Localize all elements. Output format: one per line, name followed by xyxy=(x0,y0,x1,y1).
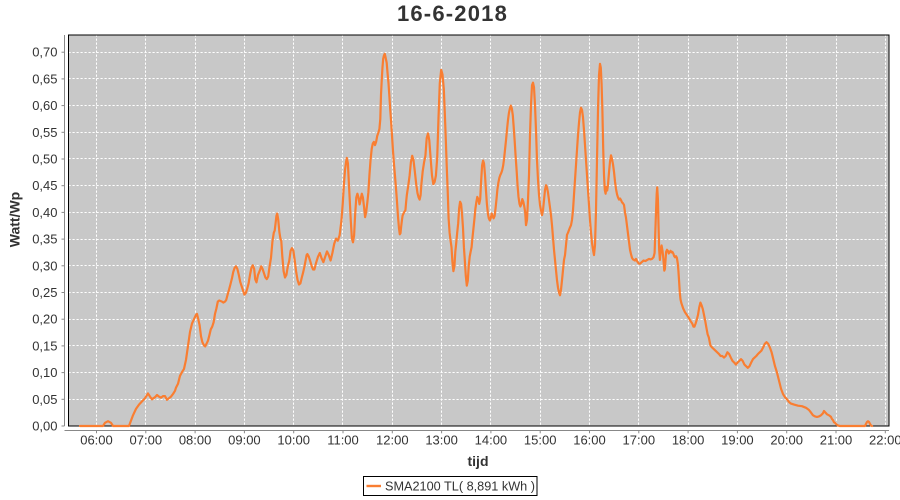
svg-text:0,30: 0,30 xyxy=(32,258,57,273)
svg-text:11:00: 11:00 xyxy=(327,433,359,448)
svg-text:22:00: 22:00 xyxy=(869,433,900,448)
svg-text:18:00: 18:00 xyxy=(672,433,705,448)
svg-text:0,45: 0,45 xyxy=(32,178,57,193)
svg-text:0,50: 0,50 xyxy=(32,152,57,167)
svg-text:08:00: 08:00 xyxy=(179,433,212,448)
svg-text:19:00: 19:00 xyxy=(721,433,754,448)
svg-text:0,00: 0,00 xyxy=(32,419,57,434)
svg-text:16:00: 16:00 xyxy=(573,433,606,448)
svg-text:SMA2100 TL( 8,891 kWh ): SMA2100 TL( 8,891 kWh ) xyxy=(385,480,535,494)
svg-text:13:00: 13:00 xyxy=(425,433,458,448)
svg-text:0,55: 0,55 xyxy=(32,125,57,140)
svg-text:tijd: tijd xyxy=(468,453,489,469)
svg-text:0,35: 0,35 xyxy=(32,232,57,247)
svg-text:21:00: 21:00 xyxy=(820,433,853,448)
svg-text:16-6-2018: 16-6-2018 xyxy=(397,1,508,26)
svg-text:15:00: 15:00 xyxy=(524,433,557,448)
svg-text:07:00: 07:00 xyxy=(130,433,163,448)
svg-text:0,20: 0,20 xyxy=(32,312,57,327)
svg-text:0,10: 0,10 xyxy=(32,365,57,380)
svg-text:0,70: 0,70 xyxy=(32,45,57,60)
svg-text:10:00: 10:00 xyxy=(277,433,310,448)
svg-text:12:00: 12:00 xyxy=(376,433,409,448)
svg-text:0,65: 0,65 xyxy=(32,71,57,86)
svg-text:0,25: 0,25 xyxy=(32,285,57,300)
svg-text:20:00: 20:00 xyxy=(770,433,803,448)
svg-text:0,15: 0,15 xyxy=(32,338,57,353)
svg-text:0,40: 0,40 xyxy=(32,205,57,220)
svg-text:14:00: 14:00 xyxy=(475,433,508,448)
svg-text:09:00: 09:00 xyxy=(228,433,261,448)
svg-text:0,60: 0,60 xyxy=(32,98,57,113)
svg-text:17:00: 17:00 xyxy=(623,433,656,448)
svg-text:Watt/Wp: Watt/Wp xyxy=(7,192,23,247)
svg-text:0,05: 0,05 xyxy=(32,392,57,407)
svg-text:06:00: 06:00 xyxy=(80,433,113,448)
